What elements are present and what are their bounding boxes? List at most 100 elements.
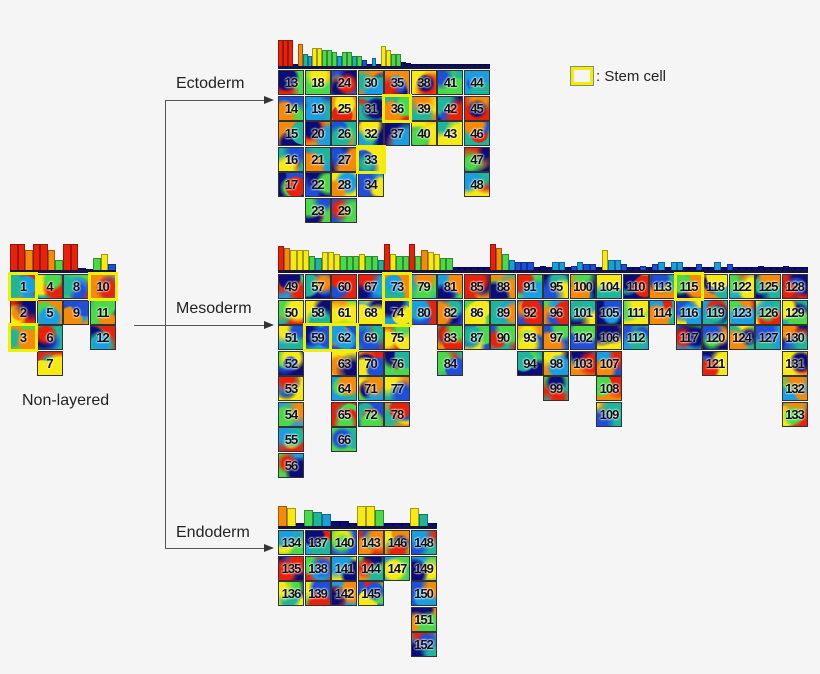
histogram-bar xyxy=(376,64,382,66)
histogram-bar xyxy=(297,44,303,66)
cell-tile: 24 xyxy=(331,70,357,95)
histogram-bar xyxy=(287,40,293,66)
cell-tile: 23 xyxy=(304,197,331,223)
histogram-bar xyxy=(410,508,420,526)
cell-tile: 26 xyxy=(331,121,357,146)
ectoderm-label: Ectoderm xyxy=(176,75,245,92)
histogram-bar xyxy=(758,266,765,270)
non-layered-group: 1 2 3 4 5 6 7 8 9 10 11 12 xyxy=(8,244,122,379)
stem-cell-tile: 115 xyxy=(673,272,704,301)
cell-tile: 63 xyxy=(331,350,357,376)
cell-tile: 139 xyxy=(304,581,331,606)
cell-tile: 6 xyxy=(36,325,63,350)
histogram-bar xyxy=(689,267,696,270)
cell-tile: 78 xyxy=(384,401,410,427)
histogram-bar xyxy=(521,262,528,270)
histogram-bar xyxy=(633,267,640,270)
histogram-bar xyxy=(365,256,372,270)
cell-tile: 66 xyxy=(331,427,357,452)
stem-cell-tile: 62 xyxy=(329,323,359,352)
histogram-bar xyxy=(533,267,540,270)
histogram-bar xyxy=(433,254,441,270)
endoderm-histogram xyxy=(278,506,438,526)
cell-tile: 102 xyxy=(569,325,596,350)
cell-tile: 151 xyxy=(410,606,437,632)
cell-tile: 49 xyxy=(278,274,304,299)
cell-tile: 129 xyxy=(781,299,808,325)
cell-tile: 97 xyxy=(543,325,569,350)
histogram-bar xyxy=(339,521,349,526)
histogram-bar xyxy=(313,512,323,526)
cell-tile: 86 xyxy=(463,299,490,325)
histogram-bar xyxy=(465,64,470,66)
cell-tile: 34 xyxy=(357,172,384,197)
histogram-bar xyxy=(502,254,509,270)
histogram-bar xyxy=(302,250,310,270)
mesoderm-histogram-baseline xyxy=(278,270,808,273)
histogram-bar xyxy=(677,262,684,270)
cell-tile: 88 xyxy=(490,274,516,299)
cell-tile: 68 xyxy=(357,299,384,325)
cell-tile: 113 xyxy=(649,274,675,299)
histogram-bar xyxy=(627,267,634,270)
histogram-bar xyxy=(620,264,628,270)
cell-tile: 13 xyxy=(278,70,304,95)
cell-tile: 2 xyxy=(10,299,36,325)
cell-tile: 122 xyxy=(728,274,755,299)
histogram-bar xyxy=(10,244,18,272)
histogram-bar xyxy=(361,60,367,66)
histogram-bar xyxy=(421,250,428,270)
histogram-bar xyxy=(415,256,422,270)
histogram-bar xyxy=(420,64,426,66)
histogram-bar xyxy=(471,267,478,270)
histogram-bar xyxy=(452,267,459,270)
cell-tile: 135 xyxy=(278,555,304,581)
non-layered-label: Non-layered xyxy=(22,392,110,409)
non-layered-histogram xyxy=(10,244,122,272)
cell-tile: 120 xyxy=(702,325,728,350)
histogram-bar xyxy=(683,267,690,270)
cell-tile: 147 xyxy=(384,555,410,581)
histogram-bar xyxy=(366,64,372,66)
histogram-bar xyxy=(108,264,116,272)
histogram-bar xyxy=(327,50,333,66)
histogram-bar xyxy=(479,64,485,66)
cell-tile: 140 xyxy=(331,530,357,555)
histogram-bar xyxy=(32,244,41,272)
histogram-bar xyxy=(346,256,353,270)
histogram-bar xyxy=(390,254,397,270)
histogram-bar xyxy=(392,523,402,526)
histogram-bar xyxy=(278,40,283,66)
histogram-bar xyxy=(720,267,727,270)
mesoderm-histogram xyxy=(278,244,810,270)
histogram-bar xyxy=(770,267,777,270)
cell-tile: 138 xyxy=(304,555,331,581)
histogram-bar xyxy=(25,250,33,272)
cell-tile: 109 xyxy=(596,401,622,427)
cell-tile: 142 xyxy=(331,581,357,606)
histogram-bar xyxy=(405,63,411,66)
ectoderm-histogram-baseline xyxy=(278,66,490,69)
cell-tile: 124 xyxy=(728,325,755,350)
histogram-bar xyxy=(708,267,715,270)
cell-tile: 27 xyxy=(331,146,357,172)
histogram-bar xyxy=(377,260,384,270)
cell-tile: 55 xyxy=(278,427,304,452)
cell-tile: 107 xyxy=(596,350,622,376)
histogram-bar xyxy=(455,64,461,66)
histogram-bar xyxy=(408,244,416,270)
histogram-bar xyxy=(428,523,437,526)
cell-tile: 100 xyxy=(569,274,596,299)
histogram-bar xyxy=(357,506,367,526)
histogram-bar xyxy=(330,521,340,526)
cell-tile: 110 xyxy=(622,274,649,299)
histogram-bar xyxy=(695,264,702,270)
cell-tile: 106 xyxy=(596,325,622,350)
cell-tile: 152 xyxy=(410,632,437,657)
histogram-bar xyxy=(351,56,357,66)
endoderm-group: 134 135 136 137 138 139 140 141 142 143 144 145 146 1… xyxy=(278,506,438,666)
cell-tile: 116 xyxy=(675,299,702,325)
histogram-bar xyxy=(383,523,393,526)
connector-to-mesoderm xyxy=(165,325,265,326)
histogram-bar xyxy=(552,262,559,270)
